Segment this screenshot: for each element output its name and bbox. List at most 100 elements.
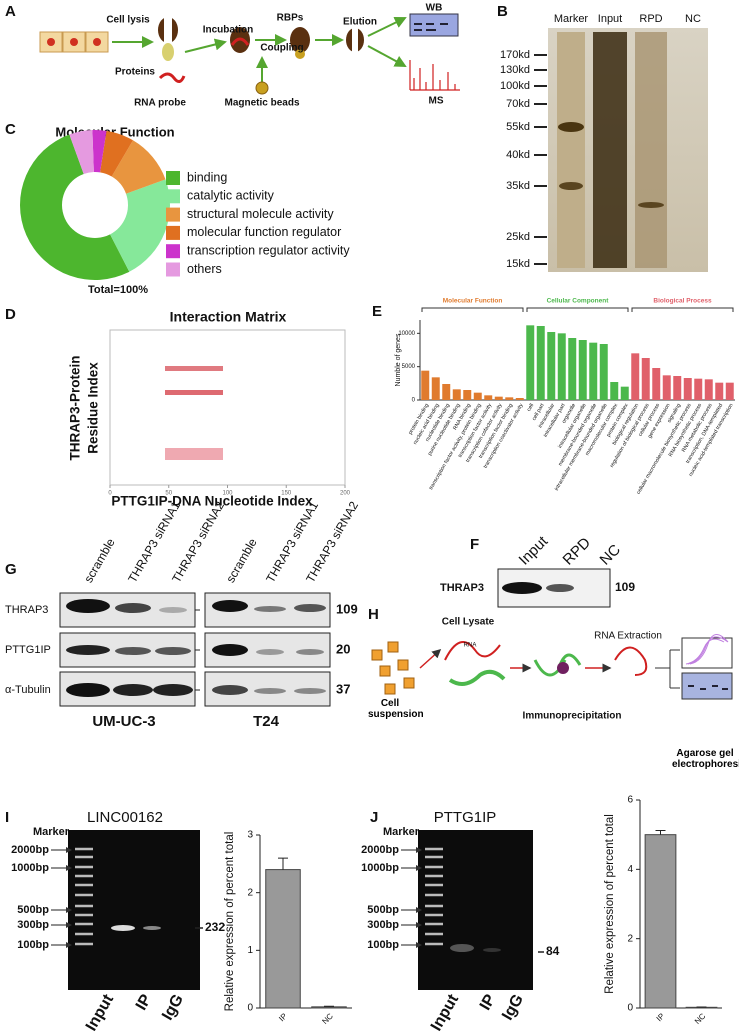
marker-label: 35kd [506, 180, 530, 192]
bar [578, 340, 587, 400]
schematic-h [371, 634, 733, 700]
bar [431, 377, 440, 400]
protein-label: THRAP3 [440, 582, 484, 594]
lane-label: scramble [81, 536, 118, 585]
pie-slice [92, 130, 107, 173]
panel-letter: B [497, 3, 508, 20]
size-label: 37 [336, 681, 350, 696]
marker-label: Marker [383, 826, 420, 838]
lane-label: scramble [223, 536, 260, 585]
bar [557, 333, 566, 400]
row-label: PTTG1IP [5, 644, 51, 656]
bar [452, 389, 461, 400]
bar [526, 325, 535, 400]
lane-label: NC [597, 541, 624, 568]
y-tick-label: 2 [627, 933, 633, 944]
error-bar [278, 857, 288, 870]
size-label: 20 [336, 641, 350, 656]
panel-letter: D [5, 306, 16, 323]
output-label: WB [426, 3, 443, 14]
step-label: Incubation [203, 25, 254, 36]
step-label: Coupling [260, 43, 303, 54]
step-label: RNA probe [134, 98, 186, 109]
chart-note: Total=100% [88, 284, 148, 296]
bar [673, 376, 682, 400]
agarose-gels [68, 830, 544, 990]
lane-label: NC [685, 13, 701, 25]
bar [599, 344, 608, 400]
h-label: Cell Lysate [442, 617, 495, 628]
pie-slice [69, 130, 94, 174]
marker-label: 70kd [506, 98, 530, 110]
legend-swatch [166, 207, 180, 222]
panel-letter: A [5, 3, 16, 20]
ladder-label: 300bp [367, 919, 399, 931]
y-tick-label: 4 [627, 864, 633, 875]
bar [715, 382, 724, 400]
ladder-label: 2000bp [11, 844, 49, 856]
pie-slice [100, 130, 133, 177]
legend-label: transcription regulator activity [187, 243, 350, 257]
bar [631, 353, 640, 400]
lane-label: Input [428, 991, 463, 1033]
y-tick-label: 6 [627, 795, 633, 806]
legend-label: structural molecule activity [187, 207, 334, 221]
ladder-label: 1000bp [11, 862, 49, 874]
bar [463, 390, 472, 400]
error-bar [324, 1005, 334, 1007]
bar [515, 398, 524, 400]
lane-label: Marker [554, 13, 589, 25]
x-tick-label: cell [526, 403, 535, 413]
y-tick-label: 0 [627, 1003, 633, 1014]
marker-label: 170kd [500, 49, 530, 61]
y-tick-label: 10000 [398, 331, 415, 337]
h-label: Agarose gel electrophoresis [672, 748, 739, 770]
bar [536, 326, 545, 400]
x-tick-label: 0 [108, 491, 112, 497]
bar [484, 395, 493, 400]
pie-slice [111, 140, 166, 194]
bar [652, 368, 661, 400]
marker-label: 15kd [506, 258, 530, 270]
schematic-a [39, 13, 460, 95]
y-tick-label: 1 [247, 945, 253, 956]
marker-label: 25kd [506, 231, 530, 243]
group-bracket [631, 307, 734, 312]
gel-b [548, 28, 708, 272]
legend-swatch [166, 189, 180, 204]
lane-label: IP [477, 991, 499, 1013]
bar [505, 397, 514, 400]
ladder-label: 100bp [17, 939, 49, 951]
bar [589, 342, 598, 400]
y-axis-label: THRAP3-Protein [68, 355, 83, 460]
group-label: Cellular Component [547, 298, 610, 305]
legend-label: others [187, 262, 222, 276]
step-label: Magnetic beads [224, 98, 299, 109]
blot-g [59, 592, 331, 707]
marker-label: 130kd [500, 64, 530, 76]
legend-label: catalytic activity [187, 189, 275, 203]
panel-letter: E [372, 303, 382, 320]
y-axis-label: Relative expression of percent total [224, 832, 236, 1012]
ladder-label: 500bp [17, 904, 49, 916]
pie-slice [20, 134, 130, 280]
bar [610, 382, 619, 400]
bar [494, 396, 503, 400]
pie-slice [110, 179, 171, 272]
group-label: Molecular Function [443, 298, 503, 305]
h-label: Immunoprecipitation [523, 711, 622, 722]
bar [568, 338, 577, 400]
band-size: 232 [205, 920, 225, 934]
legend-swatch [166, 225, 180, 240]
y-tick-label: 0 [412, 398, 416, 404]
lane-label: IP [133, 991, 155, 1013]
y-tick-label: 3 [247, 830, 253, 841]
x-tick-label: 100 [222, 491, 233, 497]
panel-letter: H [368, 606, 379, 623]
lane-label: IgG [499, 992, 527, 1024]
step-label: Elution [343, 17, 377, 28]
legend-swatch [166, 171, 180, 185]
y-axis-label: Residue Index [86, 362, 101, 454]
cell-line: T24 [253, 713, 280, 730]
